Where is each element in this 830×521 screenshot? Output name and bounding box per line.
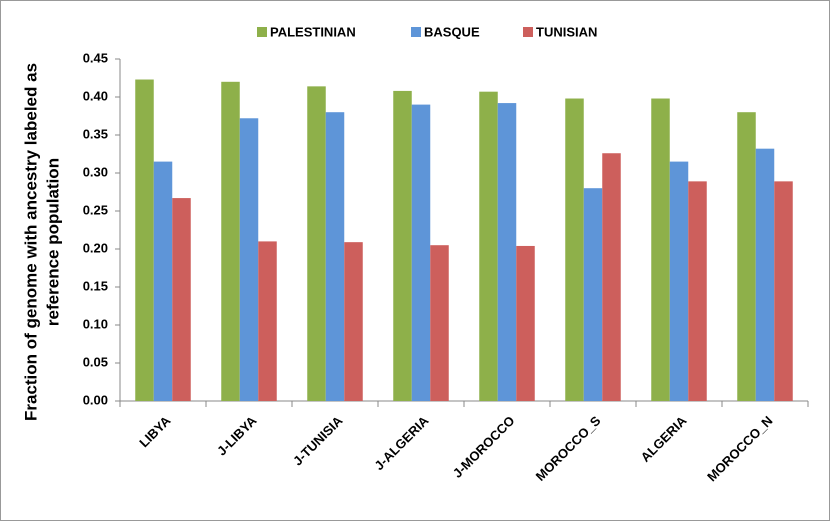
bar — [565, 98, 584, 402]
y-tick-label: 0.30 — [83, 164, 108, 179]
bar — [221, 81, 240, 402]
y-tick-label: 0.15 — [83, 278, 108, 293]
legend-label: BASQUE — [424, 24, 480, 39]
bar — [516, 245, 535, 401]
legend-swatch — [411, 27, 421, 37]
legend-label: PALESTINIAN — [270, 24, 356, 39]
bar — [430, 245, 449, 401]
bar — [497, 103, 517, 401]
bar — [774, 181, 793, 401]
legend-swatch — [523, 27, 533, 37]
bar — [755, 148, 775, 401]
bar — [479, 91, 498, 402]
bar — [239, 118, 259, 401]
y-tick-label: 0.10 — [83, 316, 108, 331]
bar — [172, 198, 191, 401]
bar — [411, 104, 431, 401]
y-tick-label: 0.45 — [83, 50, 108, 65]
bar — [325, 112, 345, 401]
legend-swatch — [257, 27, 267, 37]
y-tick-label: 0.20 — [83, 240, 108, 255]
bar — [602, 153, 621, 401]
bar — [344, 242, 363, 401]
y-tick-label: 0.05 — [83, 354, 108, 369]
y-tick-label: 0.00 — [83, 392, 108, 407]
legend-label: TUNISIAN — [536, 24, 597, 39]
y-axis-label: Fraction of genome with ancestry labeled… — [21, 63, 40, 421]
bar — [258, 241, 277, 401]
bar — [153, 161, 173, 401]
y-axis-label: reference population — [43, 158, 62, 326]
y-tick-label: 0.35 — [83, 126, 108, 141]
y-tick-label: 0.25 — [83, 202, 108, 217]
y-tick-label: 0.40 — [83, 88, 108, 103]
bar — [737, 112, 756, 401]
bar — [651, 98, 670, 402]
bar — [393, 90, 412, 402]
bar — [688, 181, 707, 401]
bar — [135, 79, 154, 402]
bar — [669, 161, 689, 401]
bar — [583, 188, 603, 401]
bar — [307, 86, 326, 402]
